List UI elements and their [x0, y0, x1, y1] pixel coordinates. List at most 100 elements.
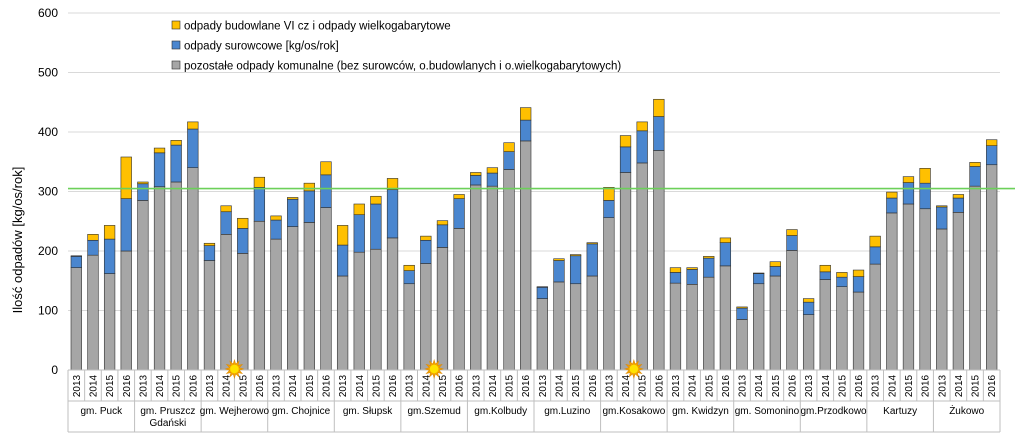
bar-segment-bud — [886, 191, 898, 199]
year-label: 2013 — [604, 374, 615, 397]
group-label: gm. Puck — [80, 406, 123, 417]
bar-segment-bud — [802, 298, 815, 303]
bar-segment-bud — [636, 121, 648, 132]
bar-segment-bud — [919, 168, 931, 184]
bar-segment-pos — [536, 298, 548, 371]
bar-segment-bud — [253, 176, 266, 188]
bar-segment-sur — [153, 152, 166, 188]
year-label: 2013 — [804, 374, 815, 397]
year-label: 2014 — [222, 374, 233, 397]
group-label: gm. Kwidzyn — [672, 406, 729, 417]
bar-segment-bud — [237, 217, 249, 229]
year-label: 2013 — [538, 374, 549, 397]
bar-segment-sur — [619, 146, 632, 173]
bar-segment-sur — [986, 145, 998, 166]
bar-segment-bud — [270, 215, 282, 221]
bar-segment-sur — [320, 174, 332, 208]
bar-segment-pos — [936, 228, 948, 371]
bar-segment-sur — [786, 235, 798, 251]
bar-segment-sur — [753, 273, 765, 285]
year-label: 2013 — [205, 374, 216, 397]
bar-segment-pos — [569, 283, 582, 371]
bar-segment-pos — [420, 263, 432, 371]
year-label: 2016 — [388, 374, 399, 397]
year-label: 2014 — [688, 374, 699, 397]
legend-label-pos: pozostałe odpady komunalne (bez surowców… — [184, 61, 621, 73]
bar-segment-sur — [486, 172, 499, 187]
year-label: 2014 — [754, 374, 765, 397]
bar-segment-pos — [170, 181, 182, 371]
bar-segment-sur — [220, 211, 232, 235]
bar-segment-pos — [70, 267, 82, 371]
bar-segment-bud — [986, 139, 998, 146]
bar-segment-sur — [686, 269, 698, 285]
sun-icon — [424, 358, 445, 380]
x-axis: 2013 2014 2015 2016 gm. Puck 2013 2014 2015 2016… — [67, 369, 1001, 433]
bar-segment-pos — [353, 251, 365, 371]
bar-segment-bud — [486, 167, 499, 174]
bar-segment-sur — [819, 271, 831, 280]
y-tick-label: 100 — [38, 304, 58, 318]
bar-segment-pos — [753, 283, 765, 371]
year-label: 2015 — [238, 374, 249, 397]
year-label: 2016 — [854, 374, 865, 397]
bar-segment-bud — [320, 161, 332, 176]
bar-segment-sur — [520, 119, 532, 142]
bar-segment-bud — [170, 140, 182, 146]
legend-swatch-bud — [171, 20, 181, 30]
year-label: 2015 — [571, 374, 582, 397]
bar-segment-pos — [686, 284, 698, 371]
bar-segment-pos — [187, 167, 199, 371]
year-label: 2016 — [321, 374, 332, 397]
bar-segment-pos — [886, 212, 898, 371]
bar-segment-bud — [403, 264, 415, 271]
year-label: 2013 — [405, 374, 416, 397]
bar-segment-pos — [453, 228, 465, 371]
year-label: 2015 — [438, 374, 449, 397]
group-label: gm.Kolbudy — [474, 406, 527, 417]
legend-label-bud: odpady budowlane VI cz i odpady wielkoga… — [184, 21, 451, 33]
bar-segment-sur — [902, 182, 915, 205]
bar-segment-pos — [237, 253, 249, 371]
legend-swatch-pos — [171, 60, 181, 70]
bar-segment-sur — [636, 130, 648, 164]
bar-segment-sur — [287, 198, 299, 227]
bar-segment-sur — [553, 260, 565, 283]
group-label: Kartuzy — [883, 406, 917, 417]
bar-segment-pos — [969, 185, 981, 371]
bar-segment-bud — [952, 194, 965, 199]
bar-segment-pos — [336, 275, 349, 371]
group-label: gm. Pruszcz — [140, 406, 195, 417]
year-label: 2013 — [338, 374, 349, 397]
bar-segment-pos — [103, 273, 116, 371]
bar-segment-pos — [786, 250, 798, 371]
bar-segment-pos — [553, 281, 565, 371]
group-label: Gdański — [150, 418, 187, 429]
bar-segment-bud — [187, 121, 199, 130]
bar-segment-pos — [270, 238, 282, 371]
year-label: 2016 — [654, 374, 665, 397]
y-axis-label: Ilość odpadów [kg/os/rok] — [10, 167, 25, 314]
bar-segment-sur — [420, 239, 432, 264]
bar-segment-sur — [270, 219, 282, 240]
bar-segment-pos — [586, 275, 598, 371]
bar-segment-sur — [137, 183, 149, 201]
bar-segment-pos — [719, 265, 732, 371]
year-label: 2014 — [421, 374, 432, 397]
bar-segment-bud — [703, 256, 715, 259]
bar-segment-bud — [819, 264, 831, 273]
bar-segment-sur — [936, 206, 948, 230]
bar-segment-bud — [453, 194, 465, 199]
bar-segment-pos — [287, 226, 299, 371]
bar-segment-sur — [386, 189, 399, 239]
year-label: 2015 — [172, 374, 183, 397]
bar-segment-sur — [769, 266, 781, 277]
year-label: 2016 — [122, 374, 133, 397]
bar-segment-pos — [220, 234, 232, 371]
bar-segment-pos — [802, 314, 815, 371]
group-label: gm. Wejherowo — [200, 406, 270, 417]
year-label: 2014 — [821, 374, 832, 397]
bar-segment-pos — [153, 186, 166, 371]
bar-segment-bud — [203, 242, 216, 246]
